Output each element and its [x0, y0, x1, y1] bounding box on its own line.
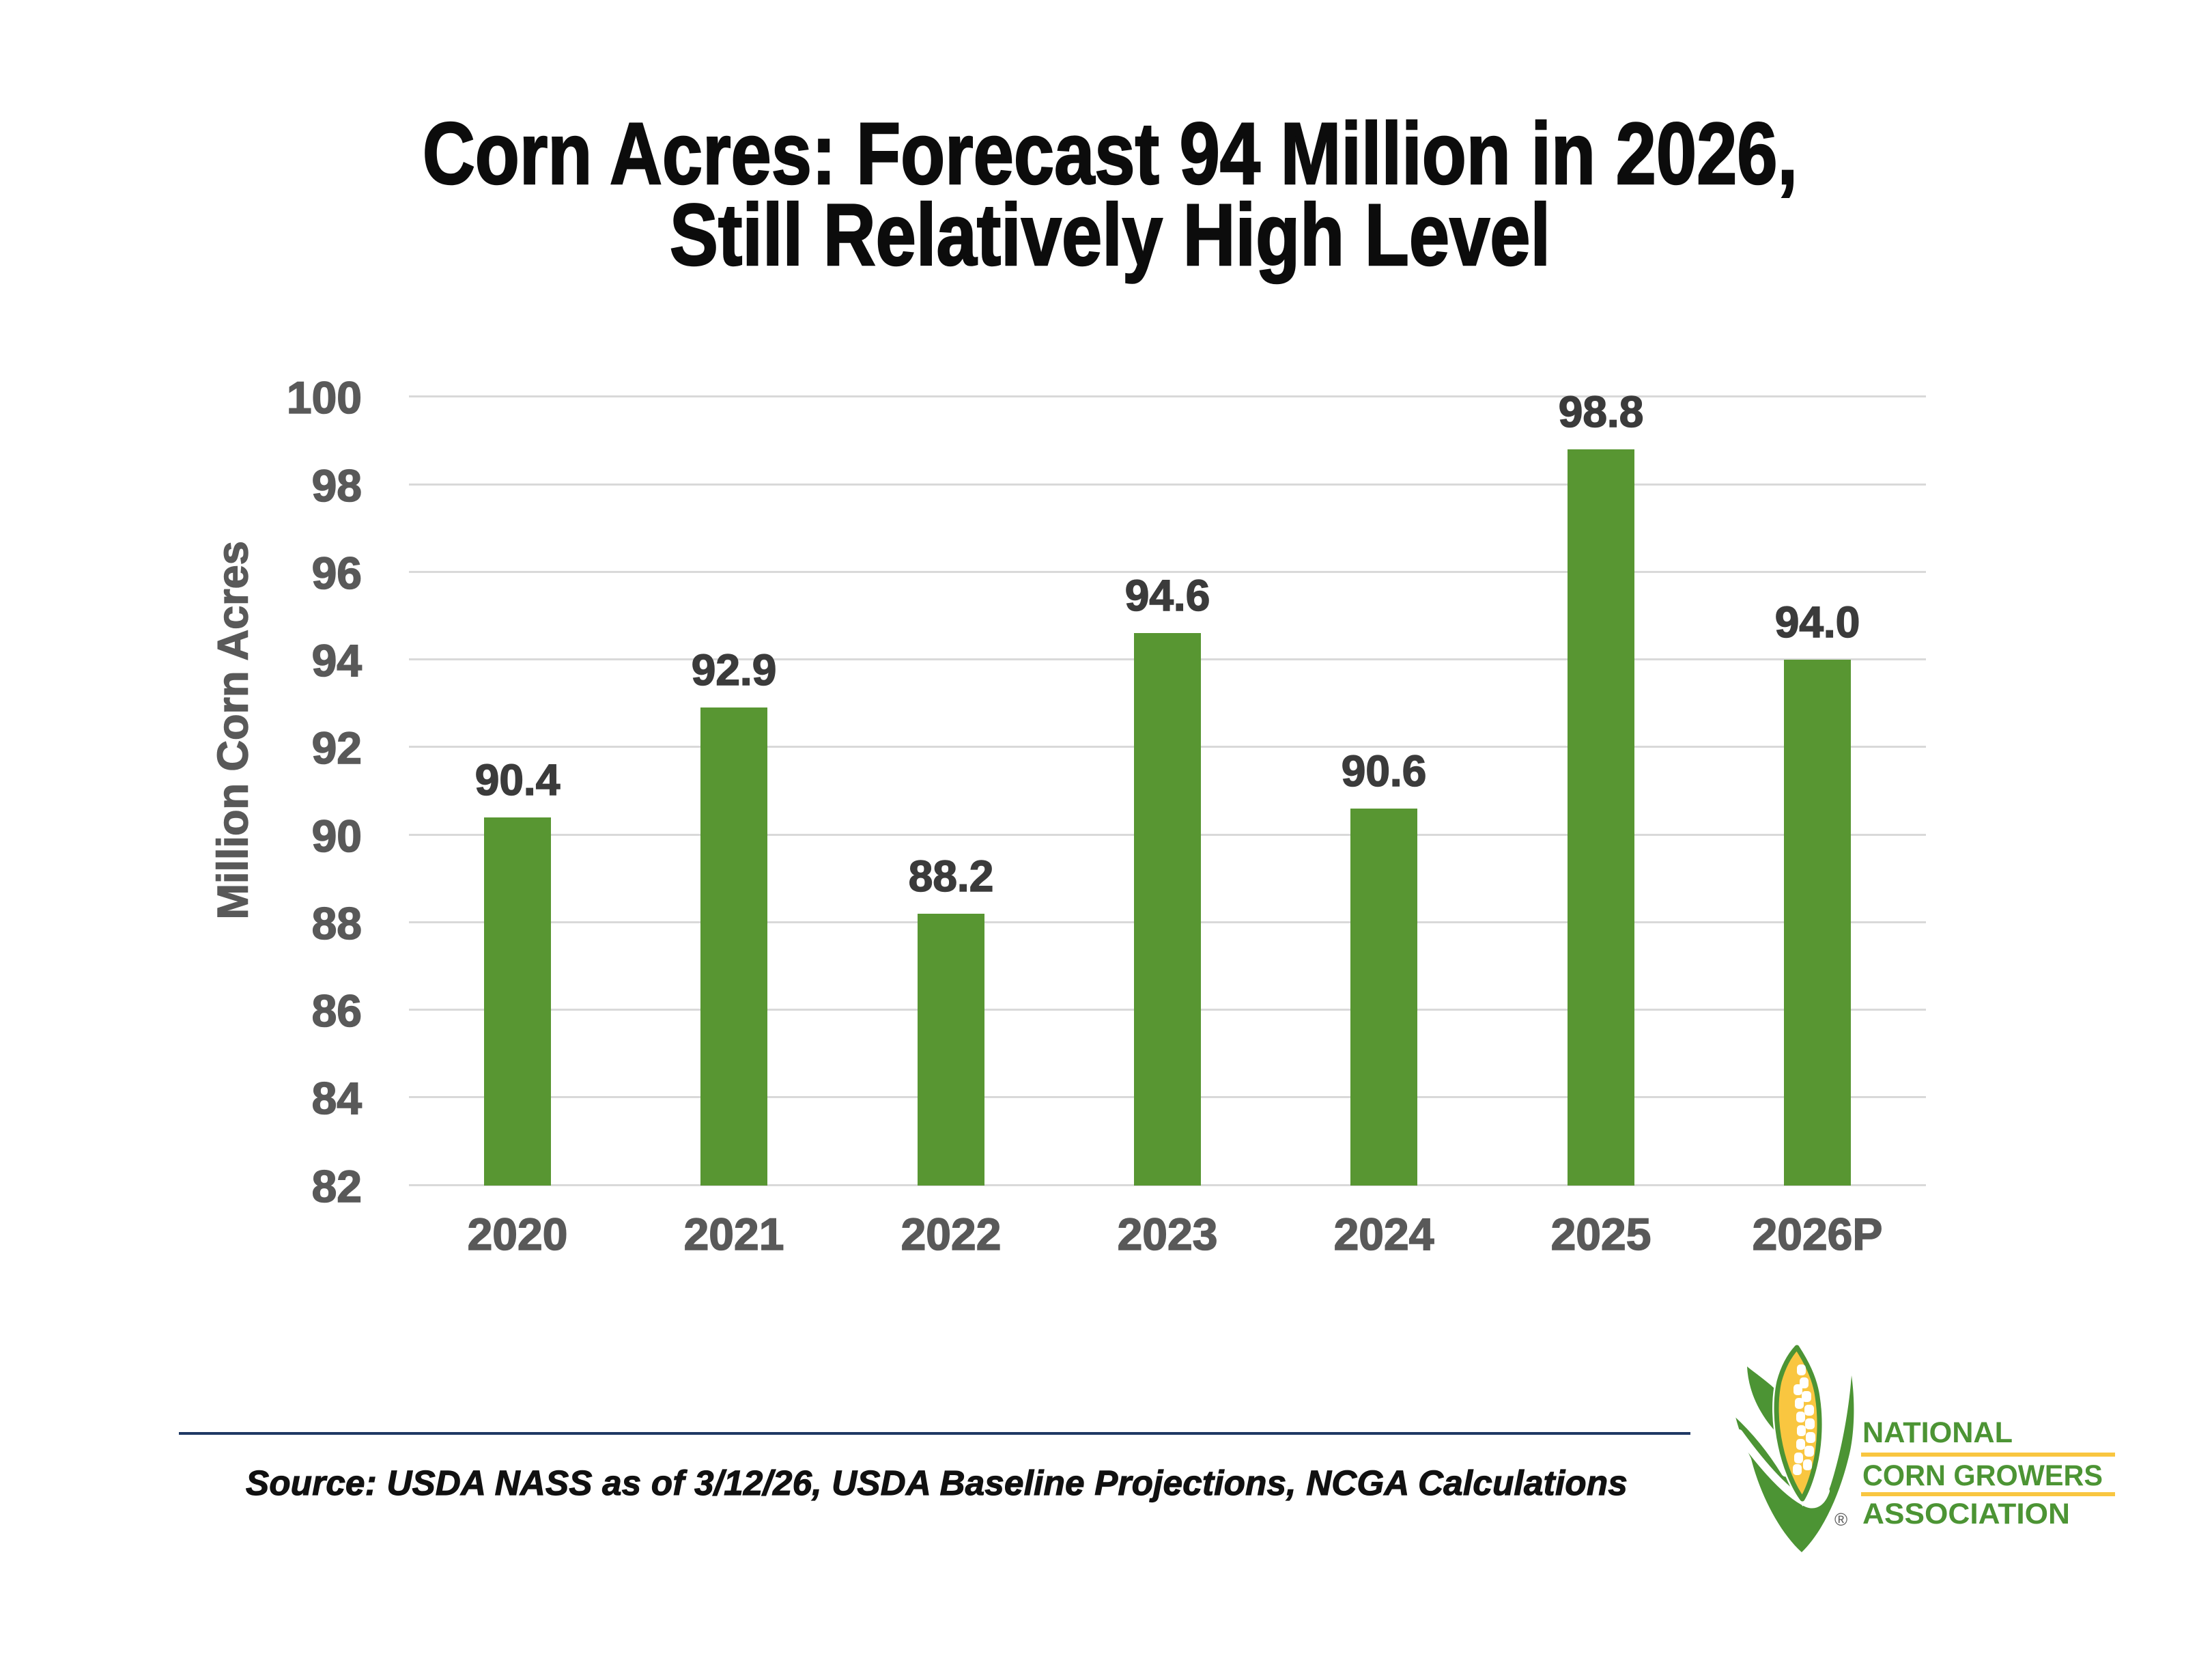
svg-text:NATIONAL: NATIONAL — [1862, 1416, 2013, 1449]
svg-text:CORN GROWERS: CORN GROWERS — [1862, 1459, 2103, 1492]
svg-text:ASSOCIATION: ASSOCIATION — [1862, 1498, 2070, 1530]
svg-text:®: ® — [1834, 1509, 1847, 1530]
